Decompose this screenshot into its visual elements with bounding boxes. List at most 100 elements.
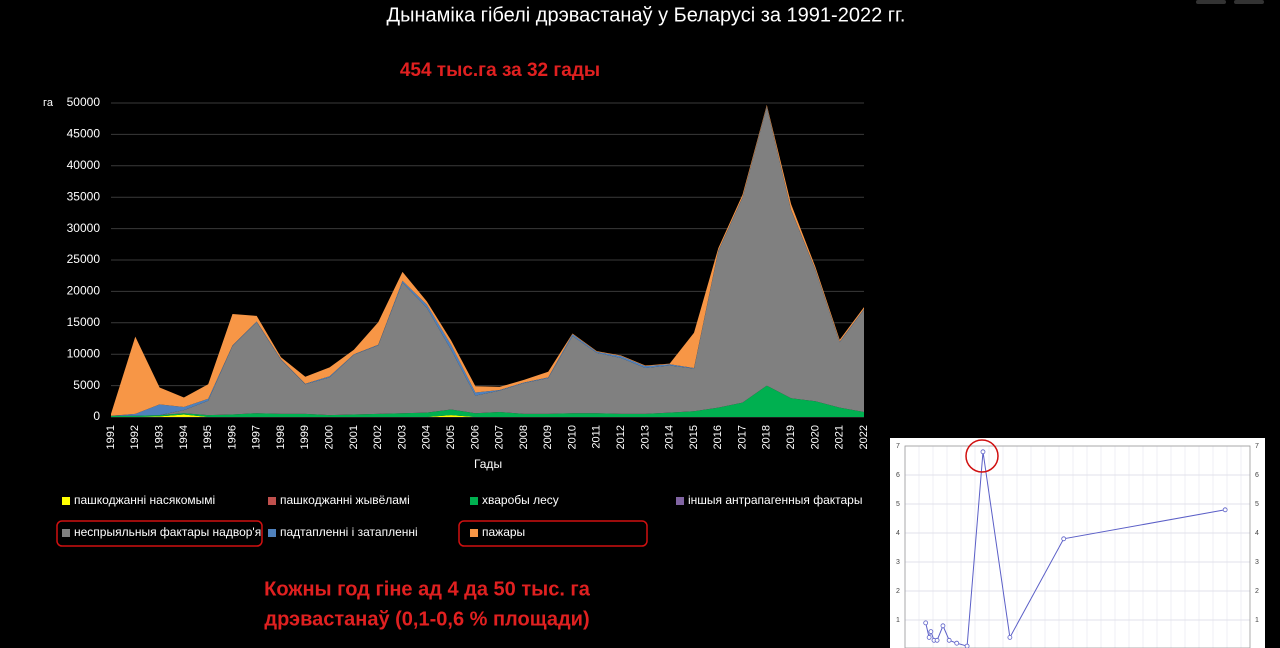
point <box>928 629 934 634</box>
legend-label: пашкоджанні жывёламі <box>280 493 410 507</box>
y-tick-label: 5 <box>896 501 900 508</box>
y-tick-label: 4 <box>1255 530 1259 537</box>
x-tick-label: 2013 <box>639 425 651 449</box>
y-tick-label: 25000 <box>67 252 101 266</box>
x-tick-label: 2014 <box>664 425 676 449</box>
x-tick-label: 2015 <box>688 425 700 449</box>
chart-title: Дынаміка гібелі дрэвастанаў у Беларусі з… <box>387 4 906 26</box>
legend-swatch <box>268 529 276 537</box>
x-tick-label: 1999 <box>299 425 311 449</box>
x-tick-label: 1994 <box>178 425 190 449</box>
x-tick-label: 2000 <box>324 425 336 449</box>
point <box>1061 536 1067 542</box>
y-tick-label: 0 <box>93 409 100 423</box>
point <box>934 637 940 643</box>
x-tick-label: 1997 <box>251 425 263 449</box>
y-tick-label: 1 <box>896 617 900 624</box>
y-tick-label: 4 <box>896 530 900 537</box>
x-tick-label: 1998 <box>275 425 287 449</box>
x-tick-label: 2004 <box>421 425 433 449</box>
x-tick-label: 2003 <box>396 425 408 449</box>
x-tick-label: 1993 <box>153 425 165 449</box>
y-tick-label: 7 <box>1255 443 1259 450</box>
x-tick-label: 2012 <box>615 425 627 449</box>
x-tick-label: 2007 <box>494 425 506 449</box>
y-tick-label: 50000 <box>67 95 101 109</box>
y-tick-label: 3 <box>896 559 900 566</box>
annotation: дрэвастанаў (0,1-0,6 % площади) <box>264 608 589 630</box>
legend-label: іншыя антрапагенныя фактары <box>688 493 862 507</box>
y-tick-label: 15000 <box>67 315 101 329</box>
x-tick-label: 2002 <box>372 425 384 449</box>
y-tick-label: 45000 <box>67 127 101 141</box>
y-tick-label: 2 <box>1255 588 1259 595</box>
point <box>1007 635 1013 640</box>
y-tick-label: 6 <box>1255 472 1259 479</box>
area <box>111 414 864 417</box>
window-button <box>1196 0 1226 4</box>
x-tick-label: 2010 <box>566 425 578 449</box>
x-tick-label: 2011 <box>591 425 603 449</box>
annotation: 454 тыс.га за 32 гады <box>400 60 600 81</box>
legend-swatch <box>62 497 70 505</box>
x-tick-label: 2021 <box>834 425 846 449</box>
x-tick-label: 2020 <box>809 425 821 449</box>
y-tick-label: 1 <box>1255 617 1259 624</box>
y-tick-label: 7 <box>896 443 900 450</box>
legend-label: падтапленні і затапленні <box>280 525 418 539</box>
x-tick-label: 2019 <box>785 425 797 449</box>
legend-swatch <box>676 497 684 505</box>
legend-label: пажары <box>482 525 525 539</box>
x-axis-label: Гады <box>474 457 502 471</box>
point <box>946 637 952 643</box>
y-tick-label: 40000 <box>67 158 101 172</box>
highlight-circle <box>965 439 999 473</box>
point <box>923 620 929 626</box>
point <box>1222 507 1228 513</box>
legend-swatch <box>470 529 478 537</box>
x-tick-label: 1992 <box>129 425 141 449</box>
point <box>954 640 960 646</box>
y-tick-label: 30000 <box>67 221 101 235</box>
x-tick-label: 2016 <box>712 425 724 449</box>
x-tick-label: 2005 <box>445 425 457 449</box>
y-axis-label: га <box>43 97 54 109</box>
x-tick-label: 2008 <box>518 425 530 449</box>
highlight-box <box>458 520 648 547</box>
x-tick-label: 1995 <box>202 425 214 449</box>
window-button <box>1234 0 1264 4</box>
legend-swatch <box>470 497 478 505</box>
y-tick-label: 5 <box>1255 501 1259 508</box>
y-tick-label: 6 <box>896 472 900 479</box>
point <box>980 449 986 455</box>
legend-swatch <box>268 497 276 505</box>
point <box>964 643 970 648</box>
x-tick-label: 2018 <box>761 425 773 449</box>
point <box>926 635 932 640</box>
legend-label: хваробы лесу <box>482 493 559 507</box>
x-tick-label: 2017 <box>736 425 748 449</box>
y-tick-label: 2 <box>896 588 900 595</box>
x-tick-label: 2001 <box>348 425 360 449</box>
point <box>940 623 946 629</box>
y-tick-label: 10000 <box>67 346 101 360</box>
x-tick-label: 1991 <box>105 425 117 449</box>
legend-label: неспрыяльныя фактары надвор'я <box>74 525 261 539</box>
y-tick-label: 35000 <box>67 189 101 203</box>
highlight-box <box>56 520 263 547</box>
legend-swatch <box>62 529 70 537</box>
x-tick-label: 2009 <box>542 425 554 449</box>
x-tick-label: 1996 <box>226 425 238 449</box>
area <box>111 106 864 416</box>
x-tick-label: 2006 <box>469 425 481 449</box>
y-tick-label: 3 <box>1255 559 1259 566</box>
x-tick-label: 2022 <box>858 425 870 449</box>
inset-chart-bg <box>890 438 1265 648</box>
plot-frame <box>904 445 1251 648</box>
legend-label: пашкоджанні насякомымі <box>74 493 215 507</box>
annotation: Кожны год гіне ад 4 да 50 тыс. га <box>264 578 591 600</box>
y-tick-label: 5000 <box>73 378 100 392</box>
area <box>111 385 864 417</box>
